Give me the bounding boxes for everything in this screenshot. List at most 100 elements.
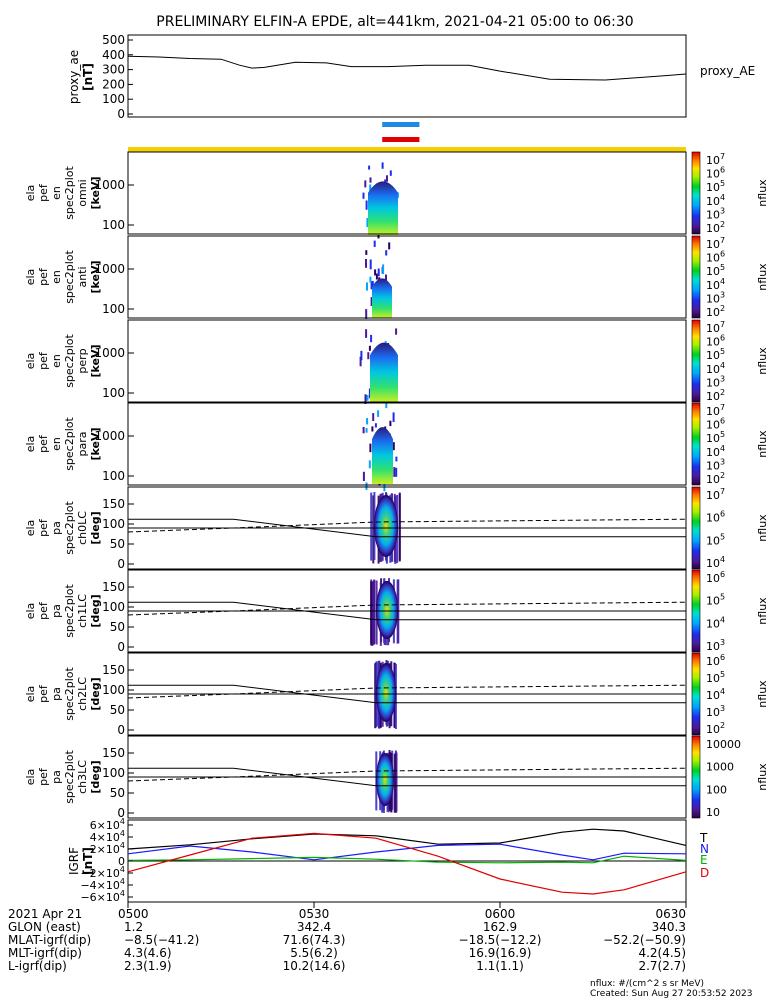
colorbar bbox=[691, 235, 701, 319]
table-cell: −52.2(−50.9) bbox=[603, 933, 686, 947]
colorbar-label: nflux bbox=[756, 763, 769, 791]
heatmap-cell bbox=[382, 264, 385, 274]
panel-ylabel: ela bbox=[24, 353, 37, 370]
colorbar-tick-label: 102 bbox=[706, 471, 725, 486]
heatmap-cell bbox=[393, 467, 396, 477]
heatmap-cell bbox=[364, 180, 367, 188]
heatmap-cell bbox=[385, 274, 387, 283]
heatmap-cell bbox=[360, 350, 363, 361]
heatmap-cell bbox=[366, 395, 369, 401]
heatmap-blob bbox=[368, 181, 398, 235]
y-tick-label: 0 bbox=[117, 723, 125, 737]
heatmap-cell bbox=[377, 410, 380, 417]
heatmap-cell bbox=[369, 259, 372, 270]
table-cell: 4.2(4.5) bbox=[638, 946, 686, 960]
colorbar-tick-label: 104 bbox=[706, 555, 725, 570]
colorbar-tick-label: 102 bbox=[706, 388, 725, 403]
y-tick-label: 100 bbox=[102, 302, 125, 316]
heatmap-cell bbox=[371, 280, 374, 289]
heatmap-cell bbox=[372, 413, 375, 421]
panel-ylabel: pef bbox=[37, 183, 50, 202]
panel-ylabel: perp bbox=[76, 348, 89, 373]
panel-pa-ch3: 150 100 50 0 ela pef pa spec2plot ch3LC [deg] 1000… bbox=[24, 735, 769, 820]
heatmap-blob bbox=[370, 342, 398, 402]
heatmap-cell bbox=[359, 356, 362, 367]
heatmap-cell bbox=[370, 334, 373, 343]
heatmap-cell bbox=[375, 273, 378, 280]
proxy-ae-side-label: proxy_AE bbox=[700, 64, 755, 78]
table-time-label: 0600 bbox=[485, 907, 516, 921]
igrf-tick-label: 4×104 bbox=[90, 829, 125, 844]
heatmap-cell bbox=[370, 281, 373, 290]
panel-ylabel: ela bbox=[24, 769, 37, 786]
igrf-tick-label: 2×104 bbox=[90, 841, 125, 856]
igrf-tick-label: −6×104 bbox=[80, 889, 125, 904]
panel-ylabel: ch2LC bbox=[76, 677, 89, 711]
igrf-label-D: D bbox=[700, 866, 709, 880]
heatmap-cell bbox=[392, 412, 395, 422]
panel-ylabel: pef bbox=[37, 684, 50, 703]
heatmap-cell bbox=[388, 242, 391, 250]
heatmap-cell bbox=[395, 328, 398, 335]
heatmap-blob bbox=[376, 581, 398, 639]
colorbar-tick-label: 103 bbox=[706, 704, 725, 719]
y-tick-label: 150 bbox=[102, 580, 125, 594]
footer-created: Created: Sun Aug 27 20:53:52 2023 bbox=[590, 989, 752, 999]
panel-pa-ch1: 150 100 50 0 ela pef pa spec2plot ch1LC [deg] 106 1… bbox=[24, 569, 769, 654]
colorbar-tick-label: 100 bbox=[706, 783, 727, 796]
panel-ylabel: spec2plot bbox=[63, 417, 76, 471]
y-tick-label: 100 bbox=[102, 766, 125, 780]
heatmap-cell bbox=[370, 297, 373, 306]
panel-ylabel: [deg] bbox=[89, 677, 102, 710]
table-row-label: GLON (east) bbox=[8, 920, 81, 934]
heatmap-cell bbox=[371, 426, 374, 432]
y-tick-label: 100 bbox=[102, 517, 125, 531]
panel-ylabel: spec2plot bbox=[63, 250, 76, 304]
colorbar-tick-label: 104 bbox=[706, 615, 725, 630]
heatmap-cell bbox=[364, 394, 367, 404]
proxy-ae-frame bbox=[127, 34, 687, 118]
igrf-tick-label: 6×104 bbox=[90, 817, 125, 832]
panel-ylabel: spec2plot bbox=[63, 584, 76, 638]
panel-ylabel: [keV] bbox=[89, 260, 102, 293]
colorbar-label: nflux bbox=[756, 347, 769, 375]
panel-ylabel: [deg] bbox=[89, 511, 102, 544]
panel-ylabel: pef bbox=[37, 601, 50, 620]
heatmap-cell bbox=[369, 276, 372, 283]
heatmap-cell bbox=[365, 329, 368, 338]
colorbar-label: nflux bbox=[756, 430, 769, 458]
panel-ylabel: spec2plot bbox=[63, 166, 76, 220]
heatmap-cell bbox=[369, 177, 372, 183]
colorbar bbox=[691, 319, 701, 403]
panel-ylabel: [keV] bbox=[89, 344, 102, 377]
heatmap-blob bbox=[374, 495, 398, 557]
heatmap-cell bbox=[368, 345, 371, 351]
panel-ylabel: pa bbox=[50, 687, 63, 701]
igrf-label-N: N bbox=[700, 842, 709, 856]
colorbar-label: nflux bbox=[756, 597, 769, 625]
heatmap-cell bbox=[374, 663, 377, 729]
heatmap-cell bbox=[368, 460, 371, 469]
igrf-tick-label: −4×104 bbox=[80, 877, 125, 892]
colorbar-tick-label: 106 bbox=[706, 570, 725, 585]
orbit-bar-red bbox=[382, 137, 420, 142]
table-cell: 2.3(1.9) bbox=[124, 959, 172, 973]
table-time-label: 0530 bbox=[299, 907, 330, 921]
panel-ylabel: ch3LC bbox=[76, 760, 89, 794]
heatmap-cell bbox=[392, 442, 395, 451]
y-tick-label: 150 bbox=[102, 497, 125, 511]
y-tick-label: 0 bbox=[117, 640, 125, 654]
y-tick-label: 1000 bbox=[94, 262, 125, 276]
y-tick-label: 150 bbox=[102, 746, 125, 760]
proxy-ae-yunit: [nT] bbox=[81, 63, 95, 91]
panel-ylabel: ela bbox=[24, 436, 37, 453]
heatmap-cell bbox=[362, 192, 365, 199]
loss-cone-line bbox=[128, 518, 686, 538]
colorbar bbox=[691, 402, 701, 486]
proxy-ae-tick-label: 100 bbox=[102, 92, 125, 106]
